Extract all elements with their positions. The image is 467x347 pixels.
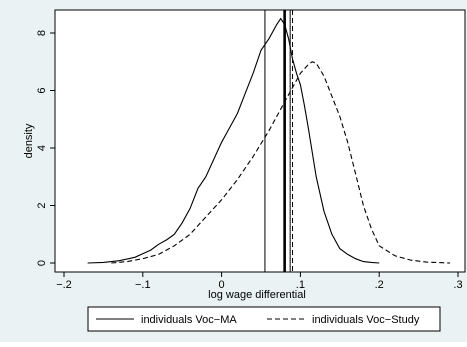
legend-box <box>87 306 441 332</box>
series-line-voc-study <box>111 61 451 264</box>
plot-area <box>55 10 465 272</box>
y-tick-label: 2 <box>36 202 48 208</box>
y-tick-label: 4 <box>36 145 48 151</box>
x-axis-label: log wage differential <box>208 289 306 301</box>
x-tick-label: 0 <box>219 279 225 291</box>
legend-label-voc-study: individuals Voc−Study <box>312 314 420 326</box>
y-tick-label: 6 <box>36 87 48 93</box>
series-line-voc-ma <box>87 17 380 264</box>
y-tick-label: 0 <box>36 260 48 266</box>
x-tick-label: −.2 <box>56 279 72 291</box>
x-tick-label: −.1 <box>135 279 151 291</box>
legend-label-voc-ma: individuals Voc−MA <box>141 314 237 326</box>
x-tick-label: .2 <box>375 279 384 291</box>
x-tick-label: .3 <box>453 279 462 291</box>
y-axis-label: density <box>23 123 35 158</box>
y-tick-label: 8 <box>36 30 48 36</box>
legend: individuals Voc−MA individuals Voc−Study <box>87 306 441 332</box>
x-tick-label: .1 <box>296 279 305 291</box>
